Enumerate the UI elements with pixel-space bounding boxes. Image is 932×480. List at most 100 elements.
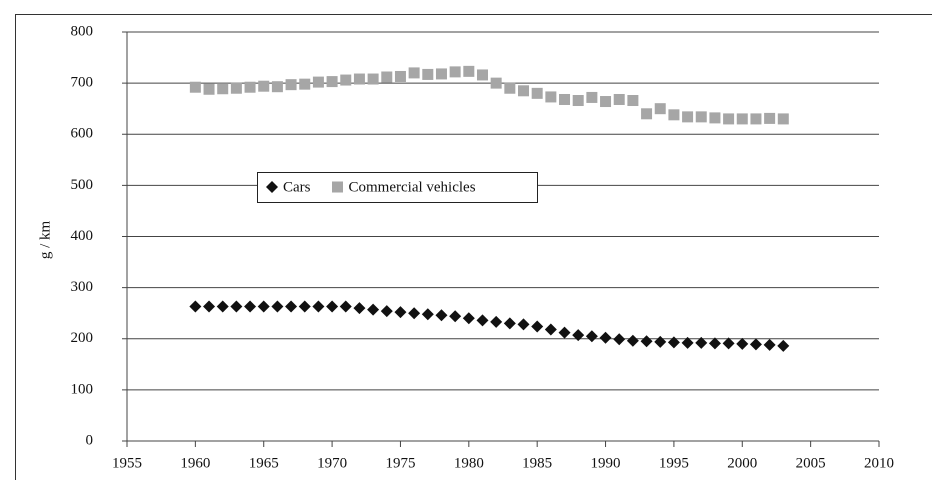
diamond-marker bbox=[230, 300, 243, 313]
square-marker bbox=[668, 109, 680, 121]
diamond-marker bbox=[667, 336, 680, 349]
y-tick-label: 300 bbox=[71, 279, 94, 295]
diamond-marker bbox=[572, 329, 585, 342]
square-marker bbox=[654, 103, 666, 115]
square-marker bbox=[299, 78, 311, 90]
square-marker bbox=[736, 113, 748, 125]
diamond-marker bbox=[640, 335, 653, 348]
diamond-marker bbox=[763, 338, 776, 351]
square-marker bbox=[367, 73, 379, 85]
diamond-marker bbox=[312, 300, 325, 313]
x-tick-label: 1995 bbox=[659, 455, 689, 471]
square-marker bbox=[613, 93, 625, 105]
square-marker bbox=[394, 70, 406, 82]
diamond-marker bbox=[380, 305, 393, 318]
square-marker bbox=[559, 93, 571, 105]
diamond-marker bbox=[695, 336, 708, 349]
diamond-marker bbox=[449, 310, 462, 323]
y-tick-label: 500 bbox=[71, 177, 94, 193]
legend-box bbox=[257, 172, 538, 203]
square-marker bbox=[230, 82, 242, 94]
y-axis-label: g / km bbox=[37, 221, 53, 260]
diamond-marker bbox=[531, 320, 544, 333]
square-marker bbox=[189, 81, 201, 93]
diamond-marker bbox=[708, 337, 721, 350]
square-marker bbox=[332, 181, 343, 193]
square-marker bbox=[381, 71, 393, 83]
diamond-marker bbox=[367, 303, 380, 316]
square-marker bbox=[764, 112, 776, 124]
x-tick-label: 1955 bbox=[112, 455, 142, 471]
x-tick-label: 1970 bbox=[317, 455, 347, 471]
y-tick-label: 200 bbox=[71, 330, 94, 346]
square-marker bbox=[723, 113, 735, 125]
square-marker bbox=[326, 76, 338, 88]
diamond-marker bbox=[394, 306, 407, 319]
diamond-marker bbox=[298, 300, 311, 313]
square-marker bbox=[340, 74, 352, 86]
square-marker bbox=[572, 95, 584, 107]
square-marker bbox=[271, 81, 283, 93]
diamond-marker bbox=[777, 339, 790, 352]
square-marker bbox=[545, 91, 557, 103]
frame bbox=[15, 14, 932, 480]
y-tick-label: 100 bbox=[71, 381, 94, 397]
square-marker bbox=[750, 113, 762, 125]
legend-label: Cars bbox=[283, 179, 311, 195]
diamond-marker bbox=[722, 337, 735, 350]
diamond-marker bbox=[544, 323, 557, 336]
diamond-marker bbox=[285, 300, 298, 313]
diamond-marker bbox=[189, 300, 202, 313]
square-marker bbox=[422, 68, 434, 80]
square-marker bbox=[641, 108, 653, 120]
diamond-marker bbox=[599, 331, 612, 344]
legend-label: Commercial vehicles bbox=[349, 179, 476, 195]
y-tick-label: 600 bbox=[71, 126, 94, 142]
diamond-marker bbox=[203, 300, 216, 313]
diamond-marker bbox=[435, 309, 448, 322]
square-marker bbox=[435, 68, 447, 80]
diamond-marker bbox=[517, 318, 530, 331]
y-tick-label: 400 bbox=[71, 228, 94, 244]
y-tick-label: 800 bbox=[71, 23, 94, 39]
diamond-marker bbox=[681, 336, 694, 349]
square-marker bbox=[777, 113, 789, 125]
square-marker bbox=[709, 112, 721, 124]
diamond-marker bbox=[736, 337, 749, 350]
square-marker bbox=[504, 82, 516, 94]
diamond-marker bbox=[216, 300, 229, 313]
y-tick-label: 700 bbox=[71, 75, 94, 91]
diamond-marker bbox=[626, 334, 639, 347]
square-marker bbox=[217, 83, 229, 95]
square-marker bbox=[353, 73, 365, 85]
diamond-marker bbox=[257, 300, 270, 313]
square-marker bbox=[627, 95, 639, 107]
square-marker bbox=[203, 83, 215, 95]
x-tick-label: 1985 bbox=[522, 455, 552, 471]
square-marker bbox=[476, 69, 488, 81]
x-tick-label: 1980 bbox=[454, 455, 484, 471]
square-marker bbox=[600, 96, 612, 108]
diamond-marker bbox=[339, 300, 352, 313]
y-tick-label: 0 bbox=[86, 432, 94, 448]
diamond-marker bbox=[266, 181, 278, 193]
x-tick-label: 2005 bbox=[796, 455, 826, 471]
square-marker bbox=[682, 111, 694, 123]
diamond-marker bbox=[476, 314, 489, 327]
square-marker bbox=[285, 79, 297, 91]
diamond-marker bbox=[271, 300, 284, 313]
diamond-marker bbox=[654, 335, 667, 348]
diamond-marker bbox=[353, 302, 366, 315]
diamond-marker bbox=[585, 330, 598, 343]
square-marker bbox=[518, 85, 530, 97]
x-tick-label: 1965 bbox=[249, 455, 279, 471]
square-marker bbox=[586, 91, 598, 103]
x-tick-label: 1960 bbox=[180, 455, 210, 471]
diamond-marker bbox=[244, 300, 257, 313]
square-marker bbox=[449, 66, 461, 78]
x-tick-label: 2000 bbox=[727, 455, 757, 471]
square-marker bbox=[531, 87, 543, 99]
diamond-marker bbox=[326, 300, 339, 313]
square-marker bbox=[312, 76, 324, 88]
